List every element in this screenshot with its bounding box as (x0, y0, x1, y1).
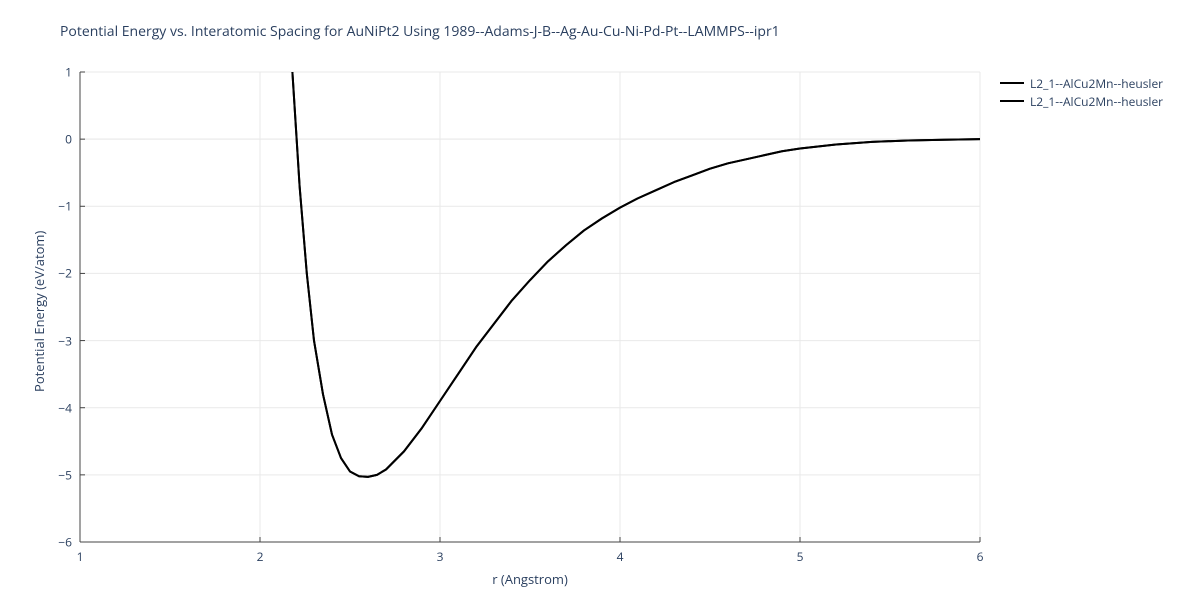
y-tick-label: −5 (58, 466, 72, 483)
x-tick-label: 6 (977, 548, 984, 565)
x-tick-label: 4 (617, 548, 624, 565)
y-tick-label: −2 (58, 265, 72, 282)
legend-item[interactable]: L2_1--AlCu2Mn--heusler (1000, 74, 1163, 92)
y-tick-label: 0 (65, 131, 72, 148)
chart-container: Potential Energy vs. Interatomic Spacing… (0, 0, 1200, 600)
y-tick-label: −4 (58, 399, 72, 416)
y-tick-label: −6 (58, 534, 72, 551)
y-axis-label: Potential Energy (eV/atom) (30, 231, 48, 392)
chart-title: Potential Energy vs. Interatomic Spacing… (60, 22, 780, 41)
plot-area[interactable] (80, 72, 980, 542)
x-tick-label: 3 (437, 548, 444, 565)
legend-swatch-icon (1000, 100, 1024, 102)
y-tick-label: −3 (58, 332, 72, 349)
x-axis-label: r (Angstrom) (492, 570, 568, 588)
y-tick-label: 1 (65, 64, 72, 81)
legend-item[interactable]: L2_1--AlCu2Mn--heusler (1000, 92, 1163, 110)
x-tick-label: 2 (257, 548, 264, 565)
legend-swatch-icon (1000, 82, 1024, 84)
x-tick-label: 5 (797, 548, 804, 565)
legend-label: L2_1--AlCu2Mn--heusler (1030, 93, 1163, 110)
legend-label: L2_1--AlCu2Mn--heusler (1030, 75, 1163, 92)
y-tick-label: −1 (58, 198, 72, 215)
legend[interactable]: L2_1--AlCu2Mn--heuslerL2_1--AlCu2Mn--heu… (1000, 74, 1163, 110)
x-tick-label: 1 (77, 548, 84, 565)
